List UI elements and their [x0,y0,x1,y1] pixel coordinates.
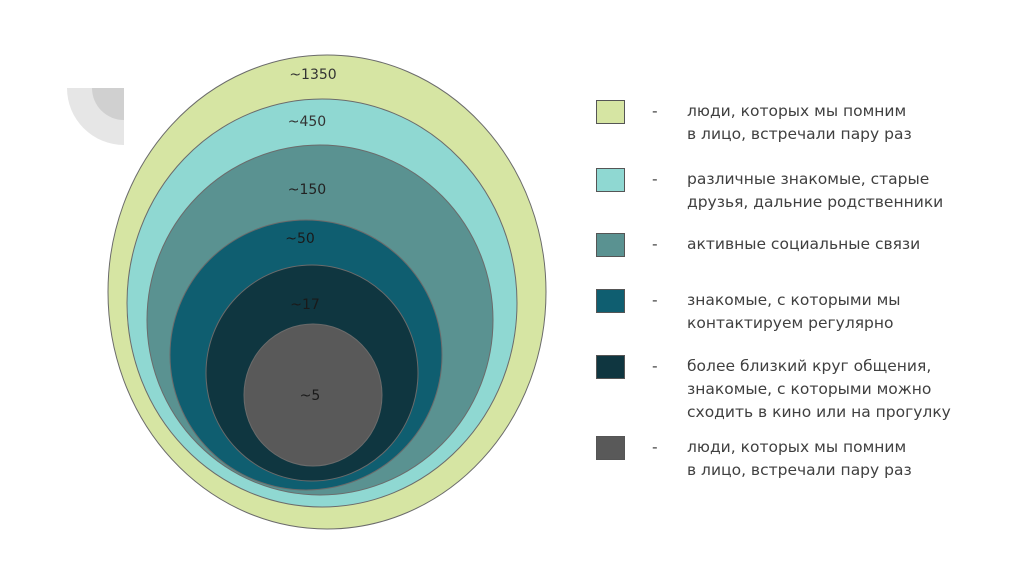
ring-label-17: ~17 [290,297,320,313]
legend-swatch [596,100,625,124]
ring-label-5: ~5 [300,388,321,404]
ring-label-150: ~150 [288,182,326,198]
legend-item-1350: - люди, которых мы помним в лицо, встреч… [596,100,1016,160]
legend-item-50: - знакомые, с которыми мы контактируем р… [596,289,1016,349]
legend-dash: - [652,438,658,456]
legend-swatch [596,355,625,379]
legend-item-450: - различные знакомые, старые друзья, дал… [596,168,1016,228]
legend-text: знакомые, с которыми мы контактируем рег… [687,291,901,332]
legend-item-5: - люди, которых мы помним в лицо, встреч… [596,436,1016,496]
legend-item-150: - активные социальные связи [596,233,1016,293]
legend-swatch [596,233,625,257]
ring-label-50: ~50 [285,231,315,247]
legend-dash: - [652,291,658,309]
legend-text: более близкий круг общения, знакомые, с … [687,357,951,421]
ring-5 [243,323,383,467]
corner-decoration [67,88,124,145]
legend-dash: - [652,357,658,375]
ring-label-450: ~450 [288,114,326,130]
legend-swatch [596,289,625,313]
legend-swatch [596,436,625,460]
legend-text: люди, которых мы помним в лицо, встречал… [687,438,912,479]
legend-item-17: - более близкий круг общения, знакомые, … [596,355,1016,430]
legend-text: люди, которых мы помним в лицо, встречал… [687,102,912,143]
legend-swatch [596,168,625,192]
legend-text: активные социальные связи [687,235,921,253]
legend-dash: - [652,170,658,188]
legend-dash: - [652,235,658,253]
legend-text: различные знакомые, старые друзья, дальн… [687,170,944,211]
legend-dash: - [652,102,658,120]
ring-label-1350: ~1350 [289,67,336,83]
